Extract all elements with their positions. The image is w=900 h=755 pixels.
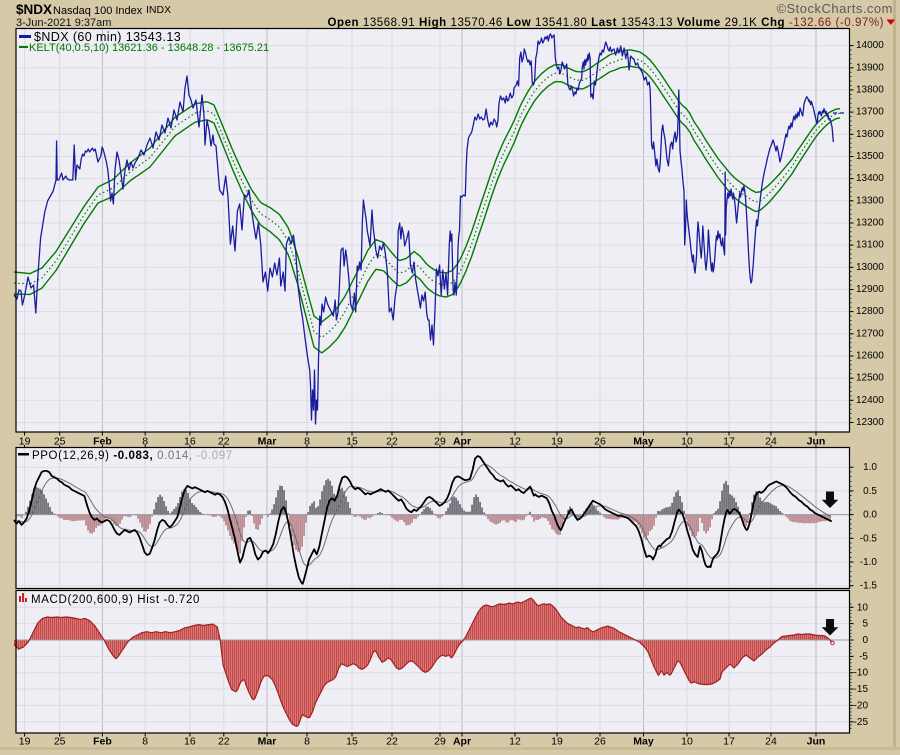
svg-text:26: 26 — [594, 736, 606, 748]
svg-text:19: 19 — [551, 736, 563, 748]
svg-text:Jun: Jun — [807, 436, 826, 448]
svg-text:13400: 13400 — [856, 173, 884, 184]
svg-text:13100: 13100 — [856, 240, 884, 251]
svg-text:Apr: Apr — [453, 736, 471, 748]
svg-text:12: 12 — [509, 736, 521, 748]
svg-text:KELT(40,0.5,10) 13621.36 - 136: KELT(40,0.5,10) 13621.36 - 13648.28 - 13… — [29, 42, 269, 54]
svg-text:Mar: Mar — [258, 736, 277, 748]
svg-text:16: 16 — [184, 436, 196, 448]
svg-text:17: 17 — [723, 736, 735, 748]
svg-text:Jun: Jun — [807, 736, 826, 748]
svg-text:10: 10 — [857, 602, 869, 613]
svg-text:1.0: 1.0 — [863, 462, 877, 473]
svg-text:29: 29 — [434, 736, 446, 748]
svg-text:Open 13568.91 High 13570.46 Lo: Open 13568.91 High 13570.46 Low 13541.80… — [328, 17, 884, 29]
svg-text:8: 8 — [142, 736, 148, 748]
svg-text:Feb: Feb — [93, 436, 112, 448]
svg-text:13200: 13200 — [856, 218, 884, 229]
svg-text:Mar: Mar — [258, 436, 277, 448]
svg-text:12: 12 — [509, 436, 521, 448]
svg-text:10: 10 — [681, 736, 693, 748]
svg-text:5: 5 — [862, 619, 868, 630]
svg-text:Feb: Feb — [93, 736, 112, 748]
svg-text:14000: 14000 — [856, 40, 884, 51]
svg-text:25: 25 — [54, 436, 66, 448]
svg-text:8: 8 — [304, 736, 310, 748]
svg-text:22: 22 — [386, 436, 398, 448]
svg-text:24: 24 — [765, 436, 777, 448]
svg-text:-15: -15 — [854, 684, 869, 695]
svg-text:13800: 13800 — [856, 84, 884, 95]
svg-text:May: May — [633, 736, 654, 748]
svg-text:26: 26 — [594, 436, 606, 448]
svg-text:24: 24 — [765, 736, 777, 748]
svg-text:-1.5: -1.5 — [860, 581, 878, 592]
svg-text:13700: 13700 — [856, 107, 884, 118]
svg-text:17: 17 — [723, 436, 735, 448]
svg-text:-1.0: -1.0 — [860, 557, 878, 568]
svg-text:12500: 12500 — [856, 373, 884, 384]
svg-text:22: 22 — [218, 436, 230, 448]
svg-text:-0.5: -0.5 — [860, 533, 878, 544]
svg-text:12300: 12300 — [856, 417, 884, 428]
svg-text:8: 8 — [304, 436, 310, 448]
svg-text:13900: 13900 — [856, 62, 884, 73]
svg-text:0: 0 — [862, 635, 868, 646]
svg-text:12800: 12800 — [856, 306, 884, 317]
svg-text:Apr: Apr — [453, 436, 471, 448]
svg-text:-25: -25 — [854, 717, 869, 728]
svg-text:19: 19 — [19, 736, 31, 748]
svg-text:INDX: INDX — [146, 4, 171, 16]
svg-text:19: 19 — [551, 436, 563, 448]
svg-text:MACD(200,600,9) Hist -0.720: MACD(200,600,9) Hist -0.720 — [31, 594, 200, 606]
svg-text:12900: 12900 — [856, 284, 884, 295]
svg-text:15: 15 — [346, 436, 358, 448]
svg-text:0.0: 0.0 — [863, 510, 877, 521]
svg-text:22: 22 — [218, 736, 230, 748]
svg-text:10: 10 — [681, 436, 693, 448]
svg-text:25: 25 — [54, 736, 66, 748]
svg-text:19: 19 — [19, 436, 31, 448]
svg-text:8: 8 — [142, 436, 148, 448]
svg-text:13300: 13300 — [856, 195, 884, 206]
svg-text:-5: -5 — [859, 651, 868, 662]
svg-text:0.5: 0.5 — [863, 486, 877, 497]
svg-text:29: 29 — [434, 436, 446, 448]
svg-text:-20: -20 — [854, 700, 869, 711]
svg-text:May: May — [633, 436, 654, 448]
svg-text:12700: 12700 — [856, 328, 884, 339]
svg-text:12400: 12400 — [856, 395, 884, 406]
svg-text:Nasdaq 100 Index: Nasdaq 100 Index — [53, 5, 143, 17]
svg-text:-10: -10 — [854, 668, 869, 679]
svg-text:12600: 12600 — [856, 351, 884, 362]
svg-text:13500: 13500 — [856, 151, 884, 162]
svg-text:15: 15 — [346, 736, 358, 748]
svg-text:16: 16 — [184, 736, 196, 748]
svg-text:22: 22 — [386, 736, 398, 748]
svg-text:13000: 13000 — [856, 262, 884, 273]
svg-text:3-Jun-2021 9:37am: 3-Jun-2021 9:37am — [16, 17, 111, 29]
svg-text:$NDX: $NDX — [16, 2, 52, 17]
svg-text:©StockCharts.com: ©StockCharts.com — [776, 1, 893, 16]
svg-text:PPO(12,26,9) -0.083, 0.014, -0: PPO(12,26,9) -0.083, 0.014, -0.097 — [32, 450, 233, 462]
svg-text:13600: 13600 — [856, 129, 884, 140]
